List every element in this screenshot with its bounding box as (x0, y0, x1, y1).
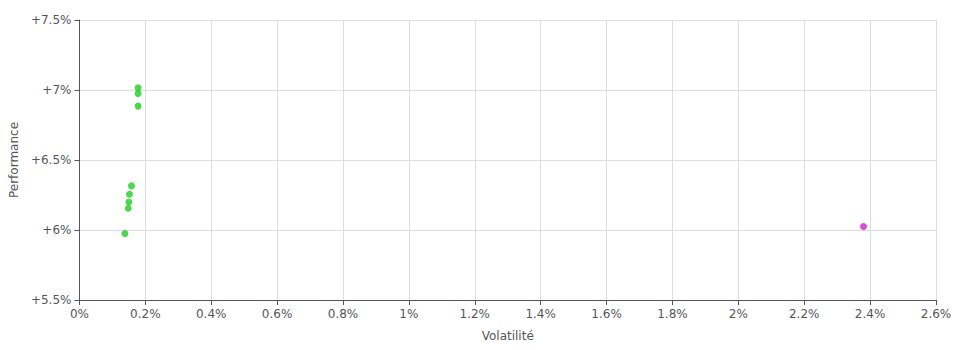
svg-text:0%: 0% (70, 307, 89, 321)
svg-text:2%: 2% (729, 307, 748, 321)
svg-text:1.2%: 1.2% (460, 307, 491, 321)
svg-text:1.8%: 1.8% (657, 307, 688, 321)
svg-text:+7.5%: +7.5% (31, 13, 72, 27)
svg-text:+6.5%: +6.5% (31, 153, 72, 167)
svg-text:1.6%: 1.6% (591, 307, 622, 321)
svg-text:0.4%: 0.4% (196, 307, 227, 321)
svg-text:2.6%: 2.6% (921, 307, 952, 321)
svg-text:0.6%: 0.6% (262, 307, 293, 321)
svg-text:1.4%: 1.4% (525, 307, 556, 321)
svg-text:2.2%: 2.2% (789, 307, 820, 321)
svg-text:1%: 1% (399, 307, 418, 321)
svg-text:Volatilité: Volatilité (482, 329, 534, 343)
svg-text:Performance: Performance (7, 122, 21, 198)
svg-text:+7%: +7% (42, 83, 71, 97)
svg-text:0.2%: 0.2% (130, 307, 161, 321)
svg-text:2.4%: 2.4% (855, 307, 886, 321)
svg-text:+6%: +6% (42, 223, 71, 237)
svg-text:0.8%: 0.8% (328, 307, 359, 321)
svg-text:+5.5%: +5.5% (31, 293, 72, 307)
